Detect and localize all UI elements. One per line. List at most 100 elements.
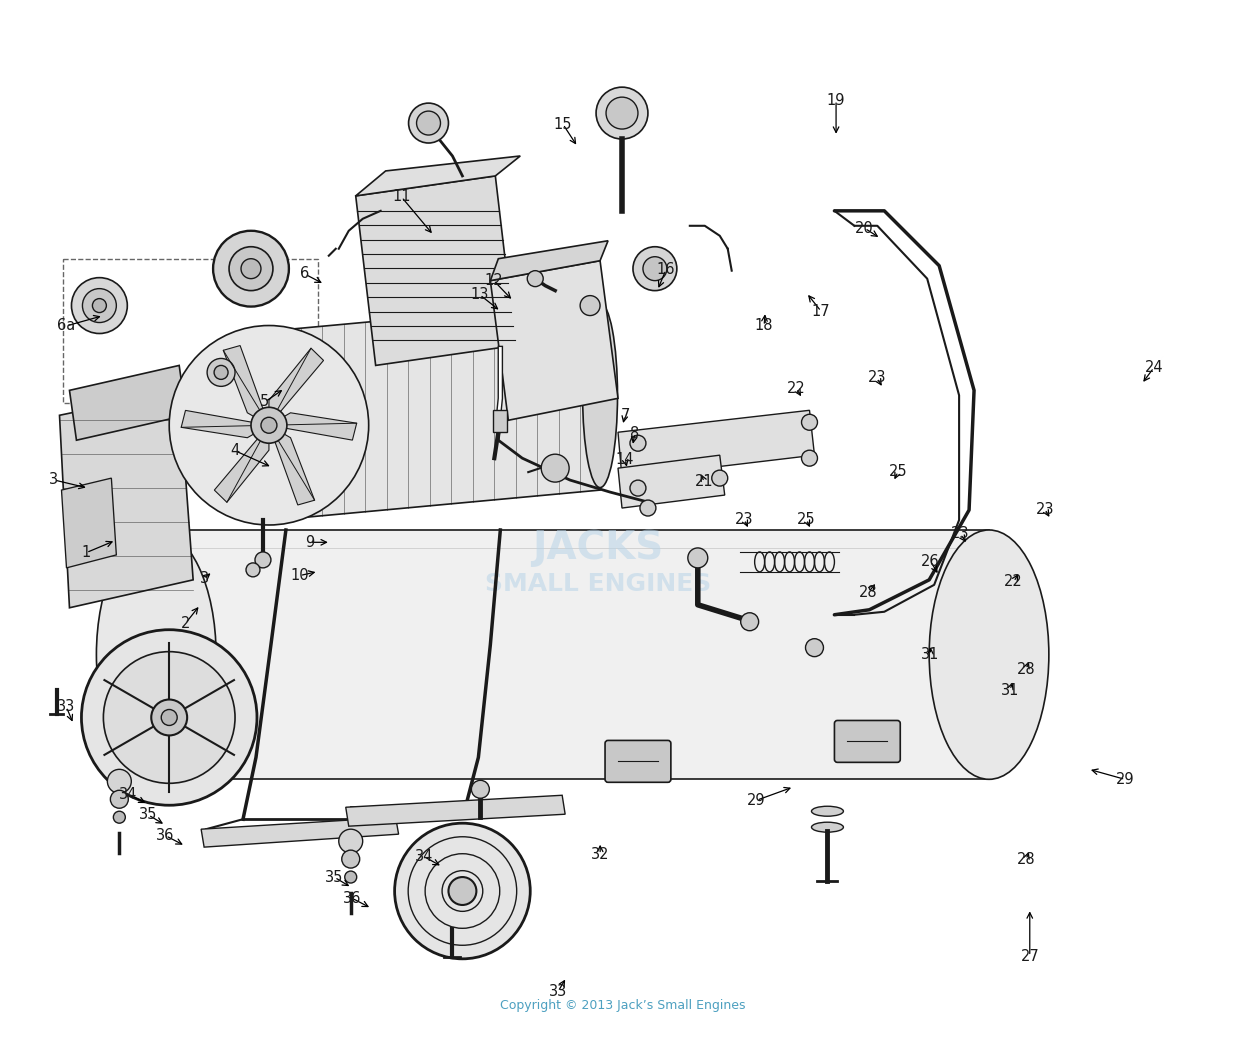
- Text: 23: 23: [735, 512, 753, 527]
- Ellipse shape: [96, 530, 217, 779]
- Text: 32: 32: [591, 847, 609, 862]
- Text: 15: 15: [554, 117, 573, 131]
- Text: 33: 33: [57, 699, 76, 714]
- Circle shape: [417, 112, 441, 135]
- Polygon shape: [346, 795, 565, 826]
- Circle shape: [630, 480, 646, 496]
- Text: 10: 10: [290, 568, 309, 583]
- Circle shape: [255, 552, 271, 567]
- Text: 4: 4: [230, 443, 240, 458]
- Ellipse shape: [929, 530, 1048, 779]
- Text: 8: 8: [630, 426, 640, 440]
- Text: 29: 29: [1116, 772, 1134, 787]
- Circle shape: [712, 470, 728, 486]
- Polygon shape: [491, 241, 608, 281]
- Text: 26: 26: [921, 554, 940, 568]
- Text: 18: 18: [754, 318, 773, 334]
- Circle shape: [345, 871, 357, 883]
- Text: 3: 3: [50, 472, 59, 487]
- Bar: [63, 259, 317, 404]
- Text: 7: 7: [620, 408, 630, 422]
- Text: 36: 36: [342, 891, 361, 905]
- Text: 1: 1: [81, 545, 91, 560]
- Bar: [156, 530, 989, 779]
- Text: 9: 9: [305, 535, 314, 550]
- Circle shape: [806, 638, 823, 657]
- FancyBboxPatch shape: [834, 721, 900, 762]
- Polygon shape: [70, 365, 187, 440]
- Circle shape: [802, 414, 818, 431]
- Circle shape: [448, 877, 477, 905]
- Circle shape: [169, 325, 369, 525]
- Text: 31: 31: [921, 647, 940, 662]
- Text: 11: 11: [392, 190, 411, 204]
- Text: 21: 21: [695, 475, 713, 489]
- Circle shape: [247, 563, 260, 577]
- Polygon shape: [269, 348, 324, 426]
- Circle shape: [151, 700, 187, 735]
- Text: 2: 2: [181, 616, 190, 631]
- Polygon shape: [202, 818, 398, 847]
- Text: JACKS: JACKS: [532, 529, 664, 566]
- Text: 28: 28: [859, 585, 878, 600]
- Circle shape: [92, 298, 106, 313]
- Circle shape: [213, 231, 289, 307]
- Text: 28: 28: [1017, 661, 1036, 677]
- Text: 22: 22: [787, 381, 806, 396]
- Text: 17: 17: [812, 304, 830, 319]
- Circle shape: [71, 277, 127, 334]
- Text: 24: 24: [1144, 360, 1163, 375]
- Text: 23: 23: [951, 527, 970, 541]
- Circle shape: [207, 359, 235, 386]
- Circle shape: [341, 850, 360, 868]
- Polygon shape: [356, 176, 515, 365]
- Circle shape: [640, 500, 656, 516]
- Polygon shape: [182, 410, 269, 438]
- Bar: [493, 410, 507, 432]
- Polygon shape: [269, 413, 356, 440]
- Text: 31: 31: [1001, 682, 1020, 698]
- Circle shape: [542, 454, 569, 482]
- Text: 35: 35: [139, 807, 157, 822]
- Text: 5: 5: [260, 394, 269, 409]
- Text: 27: 27: [1021, 949, 1040, 964]
- Text: Copyright © 2013 Jack’s Small Engines: Copyright © 2013 Jack’s Small Engines: [499, 999, 746, 1012]
- Text: 16: 16: [656, 262, 675, 277]
- Circle shape: [802, 451, 818, 466]
- Text: 6a: 6a: [57, 318, 76, 334]
- Polygon shape: [60, 390, 193, 608]
- Circle shape: [113, 811, 126, 823]
- Circle shape: [632, 247, 677, 291]
- Ellipse shape: [583, 304, 618, 487]
- Text: 25: 25: [889, 464, 908, 479]
- Polygon shape: [618, 410, 814, 478]
- Text: 23: 23: [1036, 502, 1055, 516]
- Text: 22: 22: [1005, 575, 1023, 589]
- Circle shape: [214, 365, 228, 380]
- Text: 25: 25: [797, 512, 815, 527]
- Text: 29: 29: [747, 793, 766, 807]
- Circle shape: [82, 289, 116, 322]
- Circle shape: [606, 97, 637, 129]
- Polygon shape: [276, 300, 600, 520]
- Ellipse shape: [249, 328, 304, 523]
- Polygon shape: [618, 455, 725, 508]
- Circle shape: [229, 247, 273, 291]
- Circle shape: [242, 259, 261, 278]
- Circle shape: [527, 271, 543, 287]
- Text: 19: 19: [827, 93, 845, 107]
- Text: 6: 6: [300, 266, 309, 282]
- Circle shape: [162, 709, 177, 726]
- Circle shape: [408, 103, 448, 143]
- Ellipse shape: [812, 806, 843, 817]
- Text: SMALL ENGINES: SMALL ENGINES: [484, 572, 711, 596]
- Text: 35: 35: [325, 870, 344, 884]
- Polygon shape: [356, 156, 520, 196]
- Circle shape: [741, 612, 758, 631]
- FancyBboxPatch shape: [605, 741, 671, 782]
- Circle shape: [81, 630, 256, 805]
- Text: 23: 23: [868, 370, 886, 386]
- Text: 13: 13: [471, 287, 489, 302]
- Circle shape: [580, 295, 600, 316]
- Ellipse shape: [812, 822, 843, 832]
